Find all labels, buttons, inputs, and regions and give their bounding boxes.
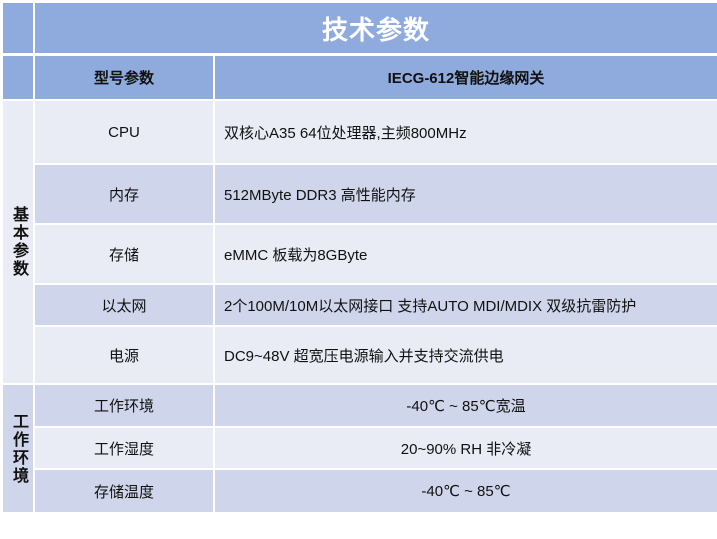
row-name: 存储温度	[35, 470, 213, 512]
row-value: 512MByte DDR3 高性能内存	[215, 165, 717, 223]
row-value: -40℃ ~ 85℃	[215, 470, 717, 512]
row-name: 工作湿度	[35, 428, 213, 468]
header-corner-cell	[3, 56, 33, 99]
row-value: DC9~48V 超宽压电源输入并支持交流供电	[215, 327, 717, 383]
row-name: 工作环境	[35, 385, 213, 426]
row-value: 双核心A35 64位处理器,主频800MHz	[215, 101, 717, 163]
row-name: 存储	[35, 225, 213, 283]
row-name: 电源	[35, 327, 213, 383]
row-value: 2个100M/10M以太网接口 支持AUTO MDI/MDIX 双级抗雷防护	[215, 285, 717, 325]
row-value: -40℃ ~ 85℃宽温	[215, 385, 717, 426]
row-name: CPU	[35, 101, 213, 163]
row-value: 20~90% RH 非冷凝	[215, 428, 717, 468]
title-corner-cell	[3, 3, 33, 53]
header-param: 型号参数	[35, 56, 213, 99]
group-label-text: 工作环境	[10, 412, 27, 485]
group-label-basic: 基本参数	[3, 101, 33, 383]
group-label-text: 基本参数	[10, 206, 27, 278]
table-title: 技术参数	[35, 3, 717, 53]
row-name: 内存	[35, 165, 213, 223]
row-name: 以太网	[35, 285, 213, 325]
row-value: eMMC 板载为8GByte	[215, 225, 717, 283]
group-label-environment: 工作环境	[3, 385, 33, 512]
header-model: IECG-612智能边缘网关	[215, 56, 717, 99]
